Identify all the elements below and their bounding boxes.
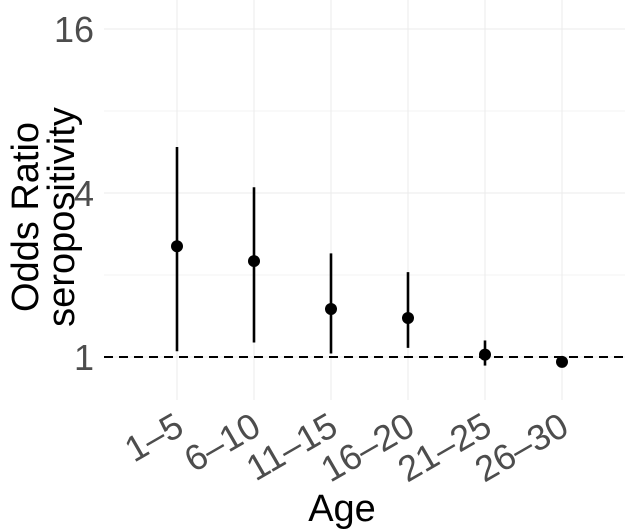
grid-lines [104,0,625,400]
y-axis-title: Odds Ratio seropositivity [5,107,83,327]
odds-ratio-point [479,348,491,361]
y-axis-title-line-2: seropositivity [41,107,83,327]
y-tick-label: 4 [74,173,94,214]
y-tick-label: 1 [74,337,94,378]
y-axis-title-line-1: Odds Ratio [5,122,47,312]
x-tick-label: 1–5 [117,404,190,470]
y-axis-tick-labels: 1 4 16 [54,9,94,378]
x-axis-title: Age [308,488,376,530]
odds-ratio-point [556,355,568,368]
odds-ratio-point [248,255,260,268]
odds-ratio-point [171,240,183,253]
odds-ratio-point [402,312,414,325]
y-tick-label: 16 [54,9,94,50]
point-estimates [171,240,568,368]
odds-ratio-point [325,303,337,316]
